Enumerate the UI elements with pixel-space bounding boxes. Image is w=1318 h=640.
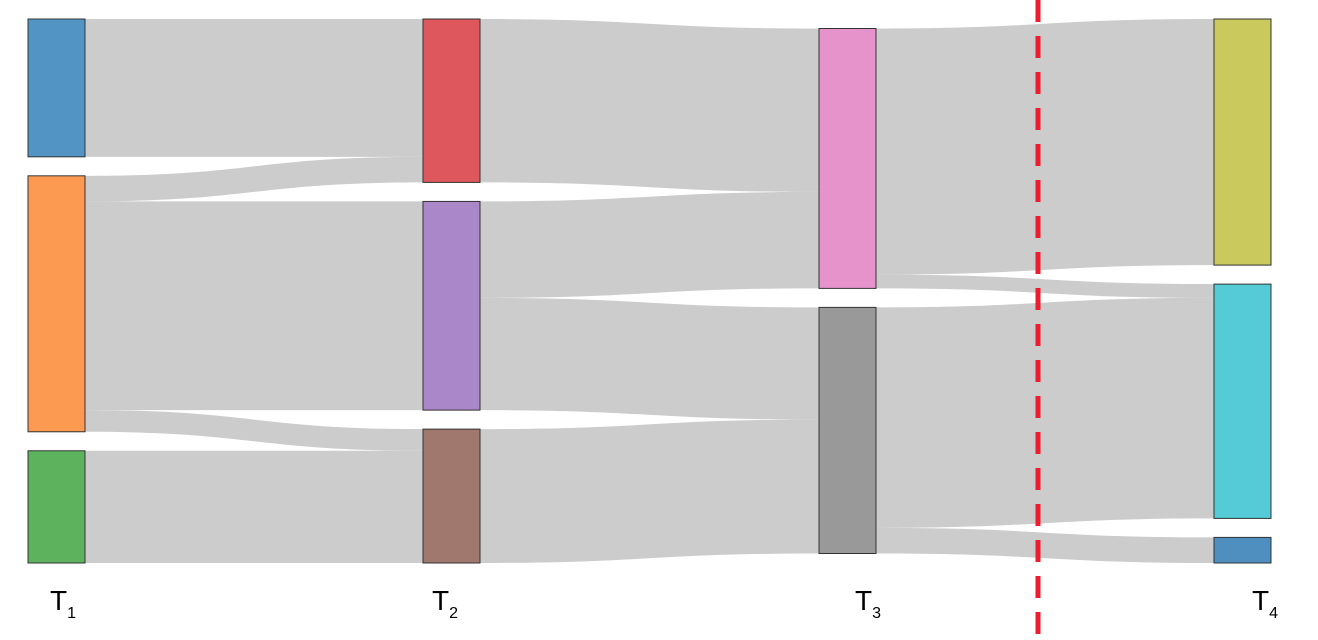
node-k: [1213, 536, 1272, 564]
stage-label-t4: T4: [1252, 585, 1278, 622]
flow-link-h-k: [876, 527, 1214, 563]
node-f: [422, 428, 481, 564]
stage-label-t3-main: T: [855, 585, 872, 616]
stage-label-t2: T2: [432, 585, 458, 622]
flow-link-e-g: [480, 191, 819, 298]
node-c: [27, 450, 86, 564]
node-a: [27, 18, 86, 158]
flow-link-b-f: [85, 410, 423, 451]
flow-link-f-h: [480, 419, 819, 563]
node-b: [27, 175, 86, 433]
flow-link-a-d: [85, 19, 423, 157]
node-g: [818, 28, 877, 289]
stage-label-t2-sub: 2: [449, 605, 458, 622]
stage-label-t4-main: T: [1252, 585, 1269, 616]
node-i: [1213, 18, 1272, 266]
flow-link-h-j: [876, 297, 1214, 528]
stage-label-t4-sub: 4: [1269, 605, 1278, 622]
flow-link-e-h: [480, 297, 819, 420]
node-e: [422, 200, 481, 411]
flow-link-c-f: [85, 450, 423, 563]
node-d: [422, 18, 481, 183]
stage-label-t3: T3: [855, 585, 881, 622]
flow-link-g-j: [876, 274, 1214, 298]
stage-label-t2-main: T: [432, 585, 449, 616]
stage-label-t1-sub: 1: [67, 605, 76, 622]
flow-link-g-i: [876, 19, 1214, 275]
node-j: [1213, 283, 1272, 519]
node-h: [818, 306, 877, 554]
nodes-layer: [27, 18, 1272, 564]
flow-link-b-e: [85, 201, 423, 411]
stage-label-t1: T1: [50, 585, 76, 622]
flow-link-d-g: [480, 19, 819, 192]
stage-labels: T1 T2 T3 T4: [50, 585, 1278, 622]
stage-label-t3-sub: 3: [872, 605, 881, 622]
flow-link-b-d: [85, 156, 423, 202]
links-layer: [85, 19, 1214, 563]
stage-label-t1-main: T: [50, 585, 67, 616]
